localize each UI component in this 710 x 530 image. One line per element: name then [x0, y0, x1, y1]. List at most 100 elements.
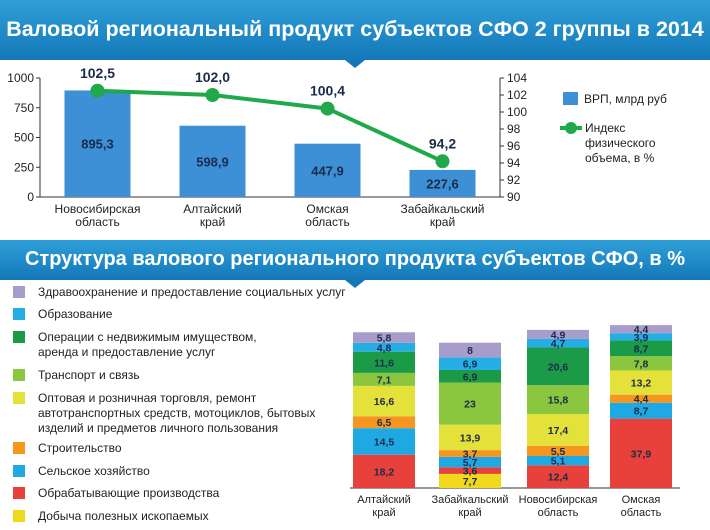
index-point-label: 102,0	[195, 69, 230, 85]
legend-label: Операции с недвижимым имуществом, аренда …	[38, 330, 257, 359]
left-tick-label: 0	[27, 190, 34, 204]
stack-segment	[353, 351, 415, 373]
stack-segment-label: 13,2	[631, 378, 652, 390]
stack-segment-label: 7,1	[377, 374, 392, 386]
stack-segment	[610, 333, 672, 341]
stack-segment	[439, 342, 501, 358]
left-tick-label: 500	[14, 131, 34, 145]
stack-segment-label: 5,1	[551, 456, 566, 468]
stack-segment	[439, 450, 501, 457]
legend-swatch	[13, 369, 25, 381]
stack-segment	[439, 369, 501, 383]
stack-category-label: Новосибирская область	[519, 494, 598, 519]
legend-label: Оптовая и розничная торговля, ремонт авто…	[38, 391, 315, 435]
stack-segment-label: 4,4	[634, 394, 649, 406]
right-tick-label: 90	[507, 190, 521, 204]
stack-segment-label: 14,5	[374, 436, 395, 448]
stack-segment	[610, 402, 672, 419]
x-category-label: Алтайский край	[183, 202, 241, 229]
stack-segment	[353, 416, 415, 429]
stack-segment-label: 11,6	[374, 357, 394, 369]
stack-segment	[353, 372, 415, 386]
legend-label: Транспорт и связь	[38, 368, 140, 382]
stack-segment-label: 6,9	[463, 371, 478, 383]
stack-segment	[353, 428, 415, 455]
grp-bar-label: 447,9	[311, 163, 344, 178]
legend-label: Строительство	[38, 441, 122, 455]
stack-segment	[527, 385, 589, 415]
legend-swatch	[13, 308, 25, 320]
legend-swatch	[13, 331, 25, 343]
stack-segment-label: 7,8	[634, 358, 649, 370]
stack-segment-label: 6,9	[463, 359, 478, 371]
index-point-label: 94,2	[429, 135, 456, 151]
stack-segment	[527, 465, 589, 488]
legend-swatch	[13, 392, 25, 404]
x-category-label: Омская область	[305, 202, 349, 229]
top-title: Валовой региональный продукт субъектов С…	[6, 17, 704, 99]
grp-bar	[179, 125, 246, 197]
stack-segment-label: 12,4	[548, 472, 569, 484]
legend-bar-swatch	[563, 92, 578, 105]
legend-line-marker	[565, 122, 577, 134]
x-category-label: Новосибирская область	[55, 202, 141, 229]
legend-swatch	[13, 442, 25, 454]
stack-segment-label: 7,7	[463, 476, 478, 488]
index-line	[97, 88, 444, 164]
index-point	[205, 88, 220, 102]
legend-swatch	[13, 487, 25, 499]
stack-segment	[610, 394, 672, 403]
stack-category-label: Алтайский край	[357, 494, 411, 519]
right-tick-label: 94	[507, 156, 521, 170]
stack-segment	[527, 455, 589, 466]
stack-segment-label: 8,7	[634, 406, 649, 418]
stack-segment	[439, 424, 501, 451]
bottom-title: Структура валового регионального продукт…	[24, 248, 686, 270]
stack-segment-label: 4,4	[634, 324, 649, 336]
grp-bar	[409, 169, 476, 197]
legend-bar-label: ВРП, млрд руб	[584, 92, 667, 106]
stack-segment	[439, 357, 501, 370]
legend-label: Здравоохранение и предоставление социаль…	[38, 285, 346, 299]
stack-segment-label: 37,9	[631, 448, 652, 460]
legend-swatch	[13, 465, 25, 477]
stack-segment	[353, 385, 415, 417]
stack-segment	[527, 445, 589, 456]
stack-segment-label: 4,9	[551, 329, 566, 341]
stack-segment-label: 4,8	[377, 342, 392, 354]
legend-label: Добыча полезных ископаемых	[38, 509, 209, 523]
index-point	[90, 83, 105, 98]
stack-segment	[610, 418, 672, 488]
stack-segment-label: 8,7	[634, 343, 649, 355]
stack-segment-label: 5,7	[463, 457, 478, 469]
index-point-label: 102,5	[80, 65, 115, 81]
top-banner-arrow	[345, 60, 365, 68]
legend-swatch	[13, 286, 25, 298]
stack-category-label: Забайкальский край	[432, 494, 509, 519]
legend-label: Образование	[38, 307, 113, 321]
stack-segment	[353, 332, 415, 343]
stack-segment-label: 8	[467, 345, 473, 357]
index-point-label: 100,4	[310, 83, 345, 99]
stack-segment-label: 13,9	[460, 432, 481, 444]
stack-segment-label: 4,7	[551, 338, 566, 350]
left-tick-label: 1000	[7, 71, 34, 85]
index-point	[435, 154, 450, 169]
right-tick-label: 98	[507, 122, 521, 136]
stack-segment	[610, 356, 672, 371]
right-tick-label: 102	[507, 88, 527, 102]
legend-swatch	[13, 510, 25, 522]
stack-segment-label: 16,6	[374, 396, 395, 408]
grp-bar	[64, 90, 131, 197]
stack-segment-label: 15,8	[548, 395, 569, 407]
stack-segment-label: 3,9	[634, 332, 649, 344]
stack-segment	[353, 342, 415, 352]
stack-category-label: Омская область	[621, 494, 662, 519]
right-tick-label: 100	[507, 105, 527, 119]
grp-bar-label: 227,6	[426, 176, 459, 191]
grp-combo-chart: 0 250 500 750 1000 90 92 94 96 98 100 102 104 895,3 Но…	[7, 65, 667, 229]
legend-label: Обрабатывающие производства	[38, 486, 220, 500]
stack-segment	[527, 347, 589, 386]
right-tick-label: 104	[507, 71, 527, 85]
